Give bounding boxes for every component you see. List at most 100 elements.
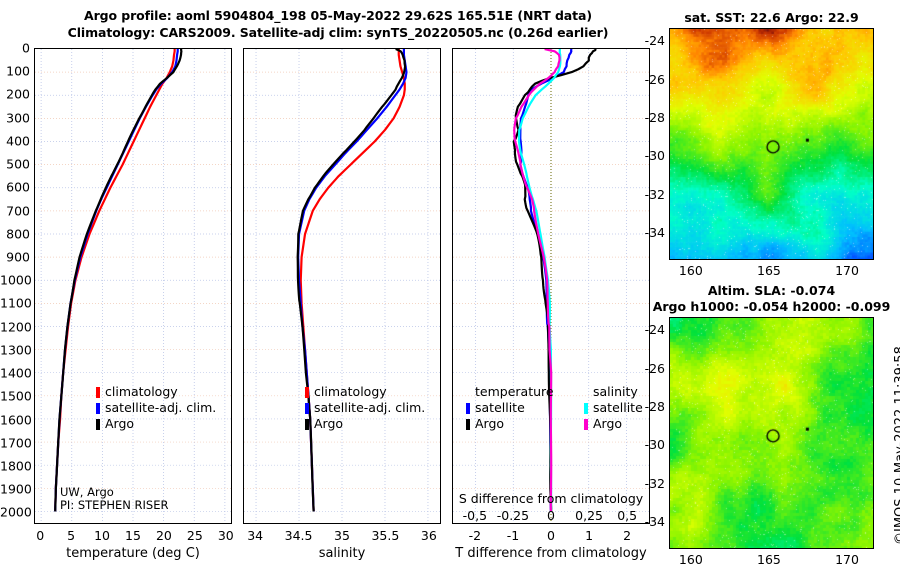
series-temperature-argo [512,49,597,512]
depth-axis-tick: 1700 [0,435,32,451]
legend-color-swatch [466,418,470,430]
map-lon-tick: 170 [835,552,859,567]
depth-axis-tick: 200 [6,86,30,102]
plot-panel-salinity [243,48,441,524]
depth-axis-tick: 1300 [0,342,32,358]
legend-color-swatch [305,386,309,398]
x-tick: 0 [36,528,45,543]
x-tick: 34.5 [284,528,313,543]
legend-color-swatch [466,402,470,414]
x-axis-label-temperature: temperature (deg C) [66,546,200,561]
copyright-label: ©IMOS 10-May-2022 11:39:58 [893,346,900,545]
legend-label: Argo [314,416,344,431]
x-tick: 5 [67,528,76,543]
legend-item: Argo [466,416,554,432]
attribution-line-2: PI: STEPHEN RISER [60,498,169,512]
map-title-sst-map: sat. SST: 22.6 Argo: 22.9 [649,10,894,26]
x-tick: 36 [420,528,437,543]
map-lat-tick: -32 [644,186,665,202]
page-title: Argo profile: aoml 5904804_198 05-May-20… [18,7,658,41]
legend-label: climatology [105,384,178,399]
map-lat-tick: -24 [644,322,665,338]
x-tick: -2 [468,528,482,543]
legend-item: satellite [466,400,554,416]
legend-label: satellite-adj. clim. [314,400,426,415]
x-tick: 15 [125,528,141,543]
legend-label: Argo [593,416,623,431]
legend-header: salinity [593,384,638,399]
map-lat-tick: -34 [644,514,665,530]
salinity-diff-tick: 0,5 [617,508,638,523]
map-lat-tick: -26 [644,71,665,87]
map-lon-tick: 160 [678,552,703,567]
sla-map-raster [670,318,873,548]
x-axis-label-difference: T difference from climatology [455,546,647,561]
x-tick: 2 [623,528,632,543]
map-lat-tick: -32 [644,475,665,491]
series-argo [54,49,183,512]
map-lat-tick: -28 [644,110,665,126]
depth-axis-tick: 1400 [0,365,32,381]
depth-axis-tick: 800 [6,226,30,242]
plot-panel-temperature [34,48,232,524]
legend-label: satellite [593,400,643,415]
series-argo [296,49,407,512]
salinity-diff-tick: -0.25 [496,508,530,523]
depth-axis-tick: 600 [6,179,30,195]
plot-canvas-difference [453,49,649,523]
legend-header: temperature [475,384,554,399]
salinity-diff-tick: 0 [547,508,555,523]
depth-axis-tick: 2000 [0,504,32,520]
map-title-sla-map: Altim. SLA: -0.074 Argo h1000: -0.054 h20… [649,283,894,315]
legend-color-swatch [305,418,309,430]
depth-axis-tick: 900 [6,249,30,265]
depth-axis-tick: 1200 [0,319,32,335]
attribution-line-1: UW, Argo [60,485,114,499]
series-salinity-argo [513,49,561,512]
legend-diff-salinity: salinity satellite Argo [584,384,643,432]
title-line-2: Climatology: CARS2009. Satellite-adj cli… [67,25,609,40]
salinity-diff-tick: -0,5 [462,508,488,523]
legend-color-swatch [584,402,588,414]
map-lon-tick: 165 [757,552,781,567]
map-lon-tick: 170 [835,263,859,278]
legend-diff-temperature: temperature satellite Argo [466,384,554,432]
map-title-line: sat. SST: 22.6 Argo: 22.9 [684,10,859,25]
x-tick: 35 [334,528,350,543]
sla-map[interactable] [669,317,874,549]
series-temperature-satellite [519,49,573,512]
legend-color-swatch [96,402,100,414]
legend-color-swatch [584,418,588,430]
map-lat-tick: -30 [644,148,665,164]
sst-map-raster [670,29,873,259]
plot-panel-difference [452,48,650,524]
legend-item: climatology [305,384,425,400]
x-tick: 34 [247,528,264,543]
legend-item: Argo [96,416,216,432]
title-line-1: Argo profile: aoml 5904804_198 05-May-20… [84,8,592,23]
sst-map[interactable] [669,28,874,260]
legend-item: satellite [584,400,643,416]
depth-axis-tick: 1100 [0,295,32,311]
map-lat-tick: -30 [644,437,665,453]
x-tick: 0 [547,528,555,543]
map-lat-tick: -26 [644,360,665,376]
depth-axis-tick: 100 [6,63,30,79]
legend-salinity: climatology satellite-adj. clim. Argo [305,384,425,432]
legend-label: Argo [105,416,135,431]
legend-label: climatology [314,384,387,399]
legend-color-swatch [96,386,100,398]
legend-item: Argo [305,416,425,432]
plot-canvas-salinity [244,49,440,523]
float-attribution: UW, Argo PI: STEPHEN RISER [60,486,169,512]
legend-label: satellite-adj. clim. [105,400,217,415]
x-tick: 25 [186,528,203,543]
salinity-diff-tick: 0,25 [575,508,603,523]
depth-axis-tick: 300 [6,110,30,126]
map-lat-tick: -34 [644,225,665,241]
map-title-line-2: Argo h1000: -0.054 h2000: -0.099 [652,299,891,314]
depth-axis-tick: 400 [6,133,30,149]
x-tick: 1 [585,528,594,543]
depth-axis-tick: 700 [6,203,30,219]
depth-axis-tick: 1600 [0,412,32,427]
